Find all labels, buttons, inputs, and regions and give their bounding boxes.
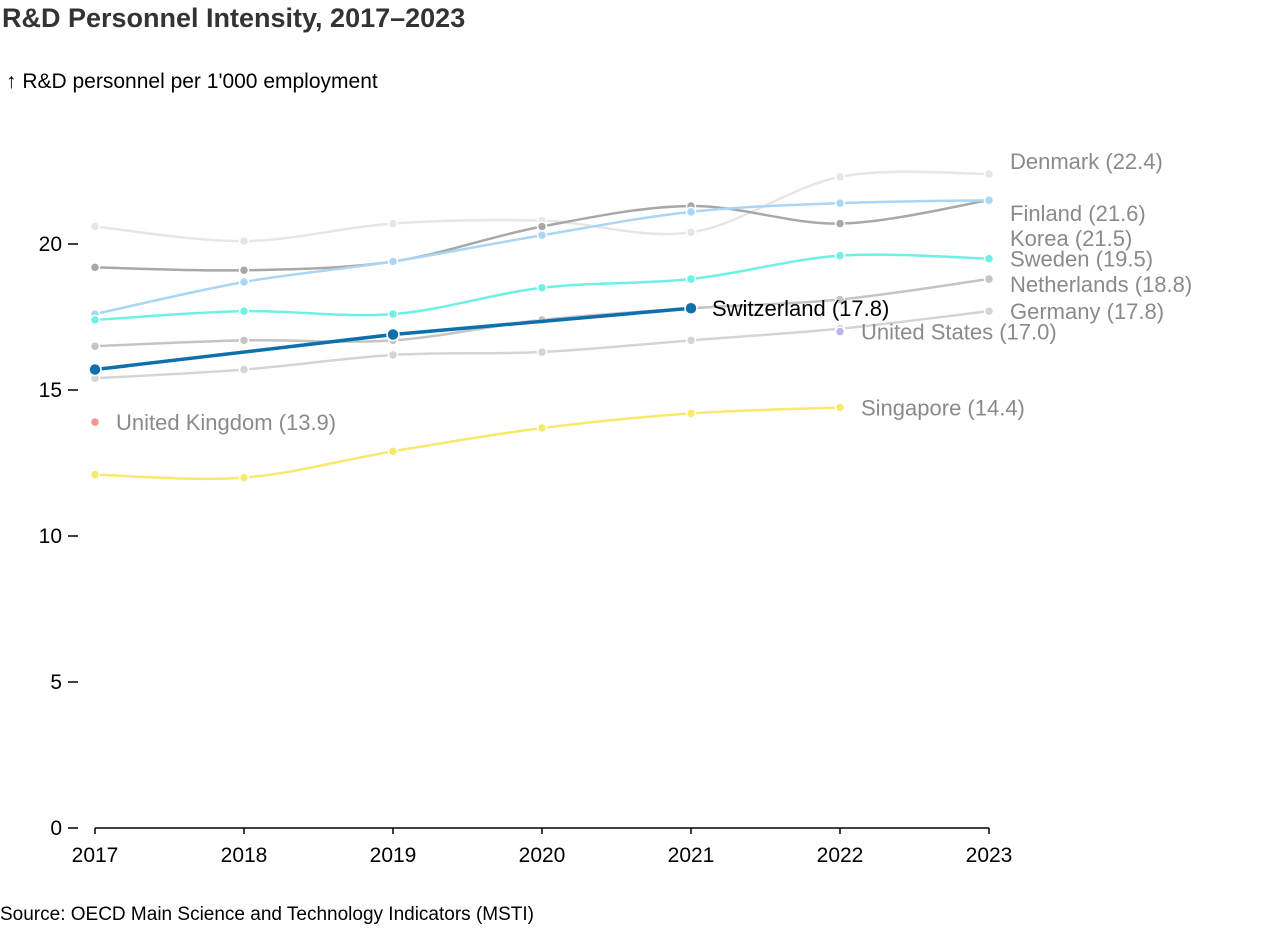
y-axis-label: ↑ R&D personnel per 1'000 employment xyxy=(6,70,378,93)
data-point-switzerland xyxy=(88,362,102,377)
data-point-finland xyxy=(834,218,846,229)
chart-title: R&D Personnel Intensity, 2017–2023 xyxy=(2,3,466,33)
data-point-sweden xyxy=(387,308,399,320)
series-label-united-states: United States (17.0) xyxy=(861,320,1057,345)
data-point-korea xyxy=(387,256,399,267)
data-point-united-states xyxy=(834,326,846,337)
data-point-sweden xyxy=(685,273,697,285)
data-point-singapore xyxy=(536,422,548,434)
x-tick-label: 2017 xyxy=(72,844,119,867)
data-point-denmark xyxy=(834,171,846,183)
y-tick-label: 10 xyxy=(39,525,62,548)
data-point-denmark xyxy=(238,235,250,247)
y-tick-label: 20 xyxy=(39,233,62,256)
series-label-korea: Korea (21.5) xyxy=(1010,226,1132,251)
data-point-denmark xyxy=(983,168,995,180)
data-point-denmark xyxy=(89,221,101,232)
labels-layer: Denmark (22.4) Finland (21.6)Korea (21.5)… xyxy=(116,149,1192,435)
axes: 2017 2018 2019 2020 2021 2022 2023 0 5 10 15 20 xyxy=(39,233,1013,867)
series-label-sweden: Sweden (19.5) xyxy=(1010,247,1153,272)
data-point-korea xyxy=(685,206,697,218)
y-tick-label: 0 xyxy=(50,817,62,840)
source-note: Source: OECD Main Science and Technology… xyxy=(0,904,534,925)
data-point-singapore xyxy=(89,469,101,480)
data-point-united-kingdom xyxy=(89,416,101,428)
data-point-switzerland xyxy=(386,327,400,342)
x-tick-label: 2018 xyxy=(221,844,268,867)
x-tick-label: 2020 xyxy=(519,844,566,867)
data-point-sweden xyxy=(89,314,101,326)
data-point-sweden xyxy=(834,250,846,261)
data-point-germany xyxy=(536,346,548,358)
data-point-germany xyxy=(685,335,697,346)
data-point-germany xyxy=(983,305,995,317)
x-tick-label: 2021 xyxy=(668,844,715,867)
series-layer xyxy=(88,168,995,483)
data-point-sweden xyxy=(536,282,548,294)
data-point-singapore xyxy=(685,408,697,419)
data-point-denmark xyxy=(685,227,697,238)
data-point-netherlands xyxy=(238,335,250,346)
data-point-netherlands xyxy=(89,340,101,352)
data-point-finland xyxy=(238,265,250,276)
data-point-sweden xyxy=(238,305,250,317)
data-point-singapore xyxy=(834,402,846,413)
data-point-sweden xyxy=(983,253,995,264)
data-point-korea xyxy=(983,194,995,206)
series-label-denmark: Denmark (22.4) xyxy=(1010,149,1163,174)
x-tick-label: 2022 xyxy=(817,844,864,867)
y-tick-label: 5 xyxy=(50,671,62,694)
data-point-finland xyxy=(536,221,548,232)
x-tick-label: 2023 xyxy=(966,844,1013,867)
data-point-korea xyxy=(834,197,846,209)
series-label-germany: Germany (17.8) xyxy=(1010,299,1164,324)
series-label-netherlands: Netherlands (18.8) xyxy=(1010,272,1192,297)
series-label-singapore: Singapore (14.4) xyxy=(861,396,1025,421)
data-point-singapore xyxy=(387,446,399,457)
data-point-germany xyxy=(387,349,399,361)
data-point-korea xyxy=(536,229,548,241)
series-label-finland: Finland (21.6) xyxy=(1010,201,1146,226)
y-tick-label: 15 xyxy=(39,379,62,402)
data-point-switzerland xyxy=(684,301,698,315)
data-point-germany xyxy=(238,364,250,375)
x-tick-label: 2019 xyxy=(370,844,417,867)
data-point-netherlands xyxy=(983,273,995,285)
data-point-korea xyxy=(238,276,250,288)
series-label-united-kingdom: United Kingdom (13.9) xyxy=(116,410,336,435)
data-point-denmark xyxy=(387,218,399,229)
data-point-finland xyxy=(89,262,101,273)
data-point-singapore xyxy=(238,472,250,483)
data-point-netherlands xyxy=(834,294,846,305)
series-line-singapore xyxy=(94,406,841,481)
series-label-switzerland: Switzerland (17.8) xyxy=(712,296,889,321)
